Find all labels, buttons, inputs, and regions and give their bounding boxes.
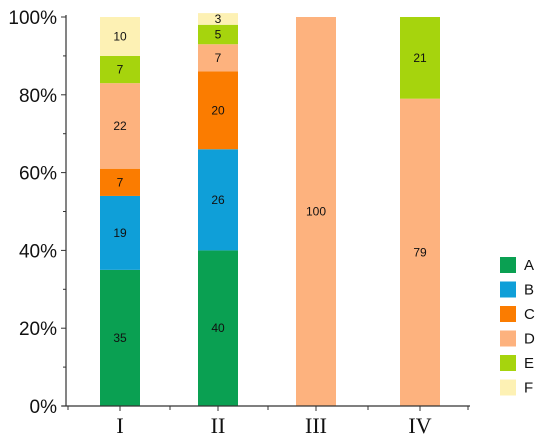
data-label-I-E: 7 (117, 63, 124, 77)
bar-segment-II-E (198, 24, 238, 45)
bar-segment-I-A (100, 269, 140, 406)
bar-segment-I-F (100, 17, 140, 56)
data-label-II-A: 40 (211, 321, 225, 335)
bar-segment-II-F (198, 13, 238, 25)
bar-segment-I-C (100, 168, 140, 196)
data-label-I-C: 7 (117, 175, 124, 189)
legend-swatch-B (500, 281, 516, 298)
legend-label-E: E (524, 355, 534, 372)
data-label-III-D: 100 (306, 205, 326, 219)
bar-segment-III-D (296, 17, 336, 406)
legend-label-B: B (524, 282, 534, 299)
legend-label-A: A (524, 257, 534, 274)
x-tick-label-III: III (305, 413, 327, 438)
x-tick-label-II: II (211, 413, 226, 438)
legend-label-D: D (524, 331, 535, 348)
data-label-I-F: 10 (113, 29, 127, 43)
legend-swatch-C (500, 306, 516, 322)
data-label-II-C: 20 (211, 103, 225, 117)
data-label-II-F: 3 (215, 12, 222, 26)
bar-segment-I-E (100, 55, 140, 84)
bar-segment-II-D (198, 44, 238, 72)
legend-swatch-D (500, 330, 516, 347)
legend-label-C: C (524, 306, 535, 323)
data-label-IV-E: 21 (413, 51, 427, 65)
bar-segment-II-C (198, 71, 238, 150)
bar-segment-II-A (198, 250, 238, 406)
x-tick-label-IV: IV (408, 413, 431, 438)
bar-segment-II-B (198, 149, 238, 251)
y-tick-label: 100% (8, 8, 57, 29)
data-label-II-E: 5 (215, 28, 222, 42)
y-tick-label: 20% (19, 319, 57, 340)
data-label-II-D: 7 (215, 51, 222, 65)
bars-layer: 35 19 7 22 7 10 40 26 20 7 5 3 100 79 21 (100, 12, 440, 406)
bar-segment-IV-D (400, 98, 440, 406)
data-label-I-B: 19 (113, 226, 127, 240)
y-tick-label: 60% (19, 164, 57, 185)
x-tick-label-I: I (116, 413, 123, 438)
y-tick-label: 0% (30, 397, 58, 418)
legend-swatch-A (500, 257, 516, 273)
data-label-II-B: 26 (211, 193, 225, 207)
legend-swatch-F (500, 379, 516, 396)
data-label-I-D: 22 (113, 119, 127, 133)
legend-swatch-E (500, 355, 516, 371)
y-tick-label: 40% (19, 241, 57, 262)
y-tick-label: 80% (19, 86, 57, 107)
legend-label-F: F (524, 380, 533, 397)
bar-segment-I-D (100, 83, 140, 169)
data-label-IV-D: 79 (413, 245, 427, 259)
bar-segment-I-B (100, 195, 140, 270)
data-label-I-A: 35 (113, 331, 127, 345)
bar-segment-IV-E (400, 17, 440, 99)
axes-layer: 0%20%40%60%80%100%I II III IV (8, 8, 470, 438)
